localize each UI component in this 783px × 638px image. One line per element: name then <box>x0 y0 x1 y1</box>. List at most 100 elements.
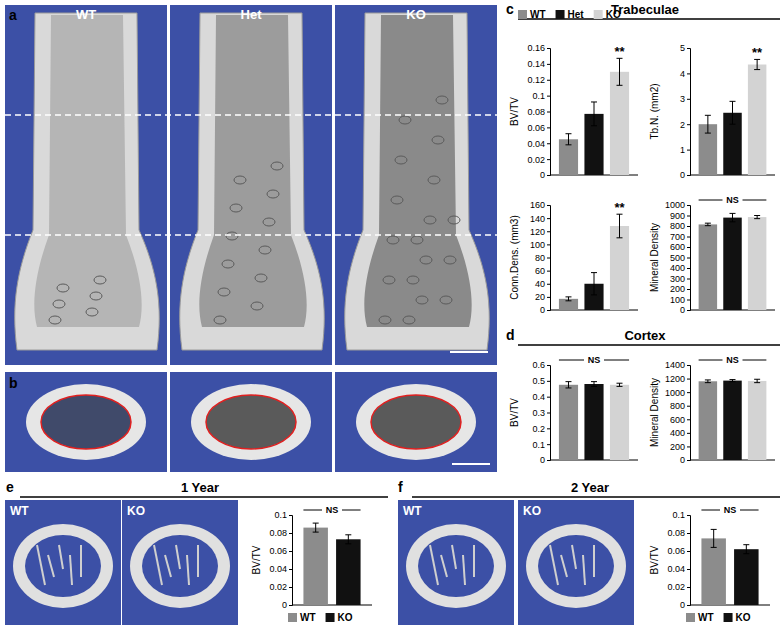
error-cap <box>617 237 623 238</box>
tick: 60 <box>535 266 550 276</box>
y-axis-title: BV/TV <box>649 545 660 574</box>
tick-mark <box>687 379 690 380</box>
trabecula <box>432 136 444 144</box>
tick: 200 <box>670 442 690 452</box>
tick-label: 0 <box>540 170 545 180</box>
plot-area <box>701 529 758 605</box>
tick-mark <box>547 218 550 219</box>
trabecula <box>37 545 45 585</box>
error-bar <box>730 380 736 382</box>
y-axis-title: BV/TV <box>509 398 520 427</box>
tick: 0 <box>282 600 292 610</box>
tick: 600 <box>670 242 690 252</box>
bone-cortex <box>345 13 490 350</box>
tick-mark <box>687 268 690 269</box>
image-background <box>335 5 497 365</box>
significance-line <box>342 510 361 511</box>
tick-mark <box>547 271 550 272</box>
trabecula <box>176 545 180 569</box>
tick: 0.6 <box>532 360 550 370</box>
legend: WTKO <box>288 612 353 623</box>
error-bar <box>591 102 597 126</box>
trabecula <box>416 296 428 304</box>
error-cap <box>565 144 571 145</box>
tick-mark <box>687 247 690 248</box>
bar-chart: 01002003004005006007008009001000NSMinera… <box>649 195 775 315</box>
tick-label: 0.5 <box>532 376 545 386</box>
tick-label: 0 <box>680 170 685 180</box>
micro-ct-cross-section: WT <box>398 500 514 625</box>
micro-ct-cross-section <box>170 372 332 472</box>
axis-line <box>289 516 293 606</box>
tick-mark <box>547 244 550 245</box>
trabecula <box>463 555 465 585</box>
error-bar <box>565 297 571 301</box>
tick: 0.08 <box>269 528 292 538</box>
trabecula <box>550 545 558 585</box>
tick-label: 1000 <box>665 200 685 210</box>
tick: 0.1 <box>532 91 550 101</box>
tick-label: 0 <box>680 600 685 610</box>
tick-label: 1 <box>680 145 685 155</box>
tick: 3 <box>680 94 690 104</box>
bar-chart: 00.10.20.30.40.50.6NSBV/TV <box>509 355 638 465</box>
trabecula <box>263 218 275 226</box>
tick: 0.08 <box>527 107 550 117</box>
trabecula <box>48 555 54 577</box>
legend-label: KO <box>606 9 621 20</box>
tick-mark <box>687 150 690 151</box>
tick-label: 700 <box>670 232 685 242</box>
section-title: 2 Year <box>571 480 609 495</box>
trabecula <box>593 545 595 577</box>
significance: NS <box>726 195 739 205</box>
trabecula <box>255 274 267 282</box>
trabecula <box>411 236 423 244</box>
trabecula <box>218 288 230 296</box>
significance: ** <box>752 45 763 60</box>
tick-label: 1400 <box>665 360 685 370</box>
tick: 0.4 <box>532 392 550 402</box>
tick: 400 <box>670 428 690 438</box>
error-cap <box>705 223 711 224</box>
error-bar <box>591 382 597 387</box>
tick: 140 <box>530 214 550 224</box>
legend-label: Het <box>568 9 585 20</box>
trabecula <box>383 276 395 284</box>
tick: 0 <box>540 455 550 465</box>
tick: 900 <box>670 211 690 221</box>
tick: 1200 <box>665 374 690 384</box>
significance-line <box>559 360 584 361</box>
tick: 0.2 <box>532 424 550 434</box>
tick-label: 0.1 <box>274 510 287 520</box>
tick-label: 0 <box>540 305 545 315</box>
image-label: KO <box>127 504 145 518</box>
error-cap <box>617 383 623 384</box>
trabecula <box>70 555 72 585</box>
trabecula <box>53 300 65 308</box>
tick-mark <box>289 551 292 552</box>
error-bar <box>617 214 623 238</box>
tick: 0.04 <box>527 139 550 149</box>
error-bar <box>565 134 571 145</box>
tick-mark <box>547 444 550 445</box>
tick-mark <box>547 48 550 49</box>
tick-mark <box>687 48 690 49</box>
error-stem <box>568 134 569 145</box>
trabecula <box>428 176 440 184</box>
bar <box>723 218 741 310</box>
error-cap <box>754 215 760 216</box>
tick-label: 800 <box>670 221 685 231</box>
error-cap <box>754 69 760 70</box>
trabecula <box>473 545 475 577</box>
tick: 5 <box>680 43 690 53</box>
plot-area <box>559 58 629 175</box>
section-title: Cortex <box>624 328 666 343</box>
section-line <box>5 114 497 116</box>
tick-mark <box>687 205 690 206</box>
tick-mark <box>547 96 550 97</box>
marrow <box>41 395 131 449</box>
error-bar <box>705 380 711 383</box>
bar <box>748 65 766 175</box>
tick-label: 40 <box>535 279 545 289</box>
tick-label: 0.14 <box>527 59 545 69</box>
